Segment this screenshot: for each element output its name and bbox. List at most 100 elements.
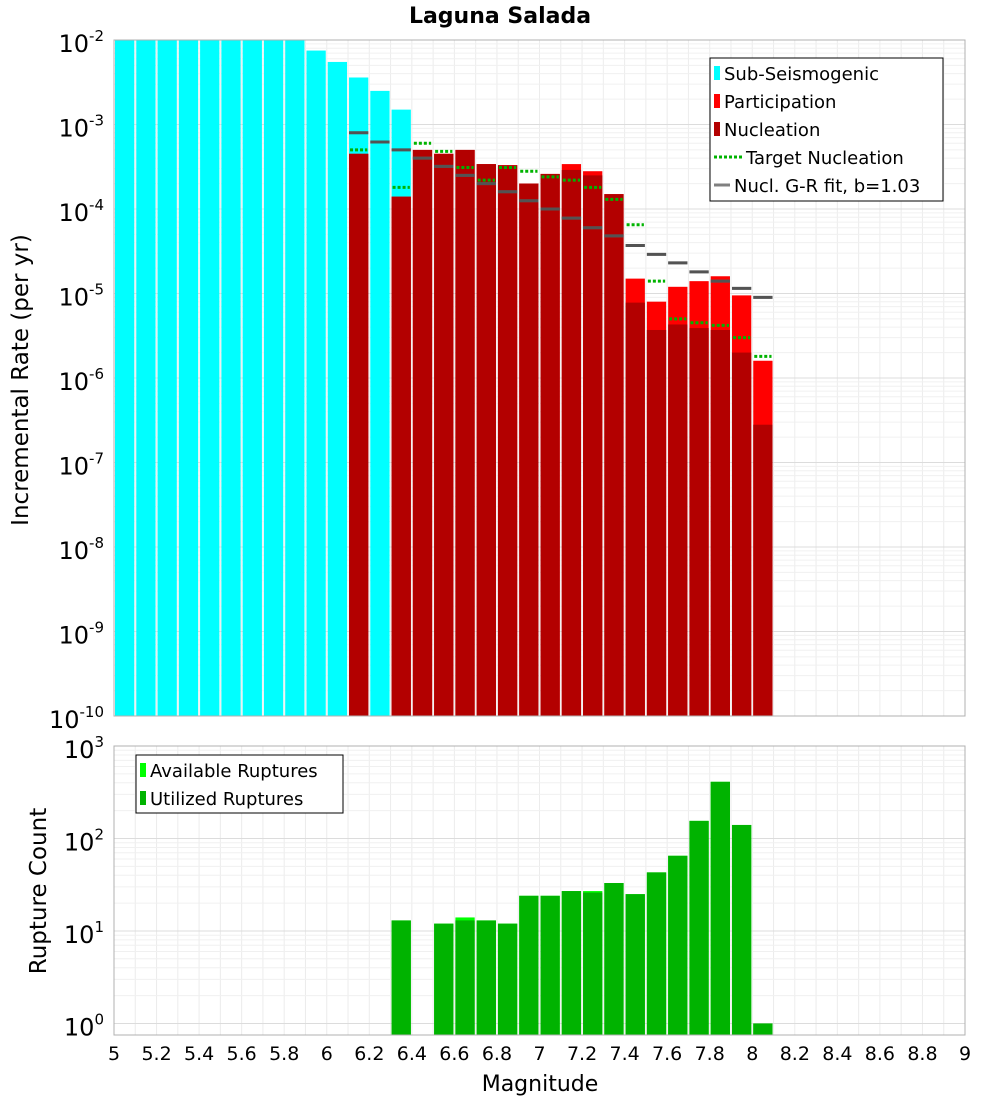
legend-label-gr-fit: Nucl. G-R fit, b=1.03	[734, 176, 920, 197]
x-tick-labels: 5 5.2 5.4 5.6 5.8 6 6.2 6.4 6.6 6.8 7 7.2 7.4 7.6 7.8 8…	[108, 1043, 971, 1065]
x-tick-label: 8.4	[822, 1043, 852, 1065]
bar-sub-seismogenic	[221, 40, 241, 716]
y-tick-label: 10-7	[58, 450, 104, 481]
bar-utilized-ruptures	[540, 895, 560, 1035]
x-tick-label: 8.6	[865, 1043, 895, 1065]
legend-label-participation: Participation	[724, 92, 836, 113]
bar-nucleation	[497, 165, 518, 717]
bar-utilized-ruptures	[668, 855, 688, 1035]
bar-nucleation	[455, 149, 475, 717]
bar-sub-seismogenic	[285, 40, 305, 716]
bar-nucleation	[625, 302, 645, 716]
x-axis-label: Magnitude	[482, 1072, 599, 1097]
bar-utilized-ruptures	[625, 894, 645, 1035]
bar-nucleation	[731, 352, 752, 716]
bar-utilized-ruptures	[476, 920, 496, 1035]
x-tick-label: 7.6	[652, 1043, 682, 1065]
bar-nucleation	[668, 324, 688, 716]
x-tick-label: 6.8	[482, 1043, 512, 1065]
bar-utilized-ruptures	[455, 920, 475, 1035]
bar-nucleation	[689, 328, 709, 716]
top-panel-marks	[115, 40, 773, 717]
top-y-axis-label: Incremental Rate (per yr)	[8, 234, 34, 526]
x-tick-label: 8.2	[780, 1043, 810, 1065]
legend-swatch-utilized-ruptures	[140, 791, 146, 805]
bar-nucleation	[434, 153, 454, 717]
bar-nucleation	[561, 169, 582, 716]
bar-nucleation	[583, 175, 603, 716]
legend-swatch-participation	[714, 94, 720, 108]
bar-sub-seismogenic	[115, 40, 135, 716]
y-tick-label: 10-9	[58, 619, 104, 650]
x-tick-label: 7.2	[567, 1043, 597, 1065]
bar-utilized-ruptures	[497, 923, 518, 1035]
legend-swatch-available-ruptures	[140, 763, 146, 777]
x-tick-label: 5	[108, 1043, 120, 1065]
legend-label-target-nucleation: Target Nucleation	[745, 148, 904, 169]
legend-label-utilized-ruptures: Utilized Ruptures	[150, 789, 303, 810]
x-tick-label: 8	[746, 1043, 758, 1065]
bar-utilized-ruptures	[561, 891, 582, 1035]
bar-utilized-ruptures	[731, 824, 752, 1035]
y-tick-label: 10-5	[58, 281, 104, 312]
legend-swatch-sub-seismogenic	[714, 66, 720, 80]
x-tick-label: 6	[321, 1043, 333, 1065]
bar-utilized-ruptures	[434, 923, 454, 1035]
x-tick-label: 5.8	[269, 1043, 299, 1065]
bar-sub-seismogenic	[370, 90, 390, 716]
x-tick-label: 6.4	[397, 1043, 427, 1065]
bar-utilized-ruptures	[391, 920, 411, 1035]
x-tick-label: 5.2	[141, 1043, 171, 1065]
bar-sub-seismogenic	[263, 40, 284, 716]
bottom-y-axis-label: Rupture Count	[26, 808, 52, 974]
bar-nucleation	[349, 153, 369, 717]
x-tick-label: 6.2	[354, 1043, 384, 1065]
bar-nucleation	[476, 164, 496, 716]
bar-nucleation	[412, 149, 433, 717]
y-tick-label: 103	[64, 733, 104, 764]
bar-sub-seismogenic	[200, 40, 220, 716]
bar-utilized-ruptures	[689, 820, 709, 1035]
x-tick-label: 5.6	[227, 1043, 257, 1065]
y-tick-label: 10-4	[58, 196, 104, 227]
bar-nucleation	[646, 329, 667, 716]
x-tick-label: 8.8	[907, 1043, 937, 1065]
bar-sub-seismogenic	[136, 40, 156, 716]
bar-utilized-ruptures	[604, 883, 624, 1035]
legend-label-nucleation: Nucleation	[724, 120, 820, 141]
bottom-plot-frame	[113, 745, 966, 1036]
bar-utilized-ruptures	[519, 895, 539, 1035]
x-tick-label: 9	[959, 1043, 971, 1065]
y-tick-label: 10-3	[58, 112, 104, 143]
top-plot-frame	[113, 39, 966, 717]
y-tick-label: 10-6	[58, 365, 104, 396]
bar-utilized-ruptures	[753, 1023, 773, 1035]
x-tick-label: 5.4	[184, 1043, 214, 1065]
bar-nucleation	[519, 183, 539, 716]
x-tick-label: 7.8	[695, 1043, 725, 1065]
bar-sub-seismogenic	[157, 40, 177, 716]
bar-sub-seismogenic	[327, 61, 348, 717]
bar-sub-seismogenic	[242, 40, 262, 716]
bar-nucleation	[604, 194, 624, 716]
top-y-tick-labels: 10-10 10-9 10-8 10-7 10-6 10-5 10-4 10-3 10-2	[49, 27, 104, 734]
y-tick-label: 10-2	[58, 27, 104, 58]
legend-label-sub-seismogenic: Sub-Seismogenic	[724, 64, 879, 85]
x-tick-label: 6.6	[439, 1043, 469, 1065]
x-tick-label: 7.4	[609, 1043, 639, 1065]
y-tick-label: 101	[64, 918, 104, 949]
bar-nucleation	[710, 329, 730, 716]
legend-label-available-ruptures: Available Ruptures	[150, 761, 318, 782]
bar-utilized-ruptures	[710, 781, 730, 1035]
y-tick-label: 100	[64, 1010, 104, 1041]
bar-utilized-ruptures	[583, 892, 603, 1035]
bar-nucleation	[540, 173, 560, 716]
x-tick-label: 7	[533, 1043, 545, 1065]
y-tick-label: 102	[64, 825, 104, 856]
bottom-legend: Available Ruptures Utilized Ruptures	[135, 754, 344, 814]
bottom-y-tick-labels: 100 101 102 103	[64, 733, 104, 1041]
top-legend: Sub-Seismogenic Participation Nucleation…	[709, 57, 944, 202]
chart-title: Laguna Salada	[409, 4, 591, 29]
